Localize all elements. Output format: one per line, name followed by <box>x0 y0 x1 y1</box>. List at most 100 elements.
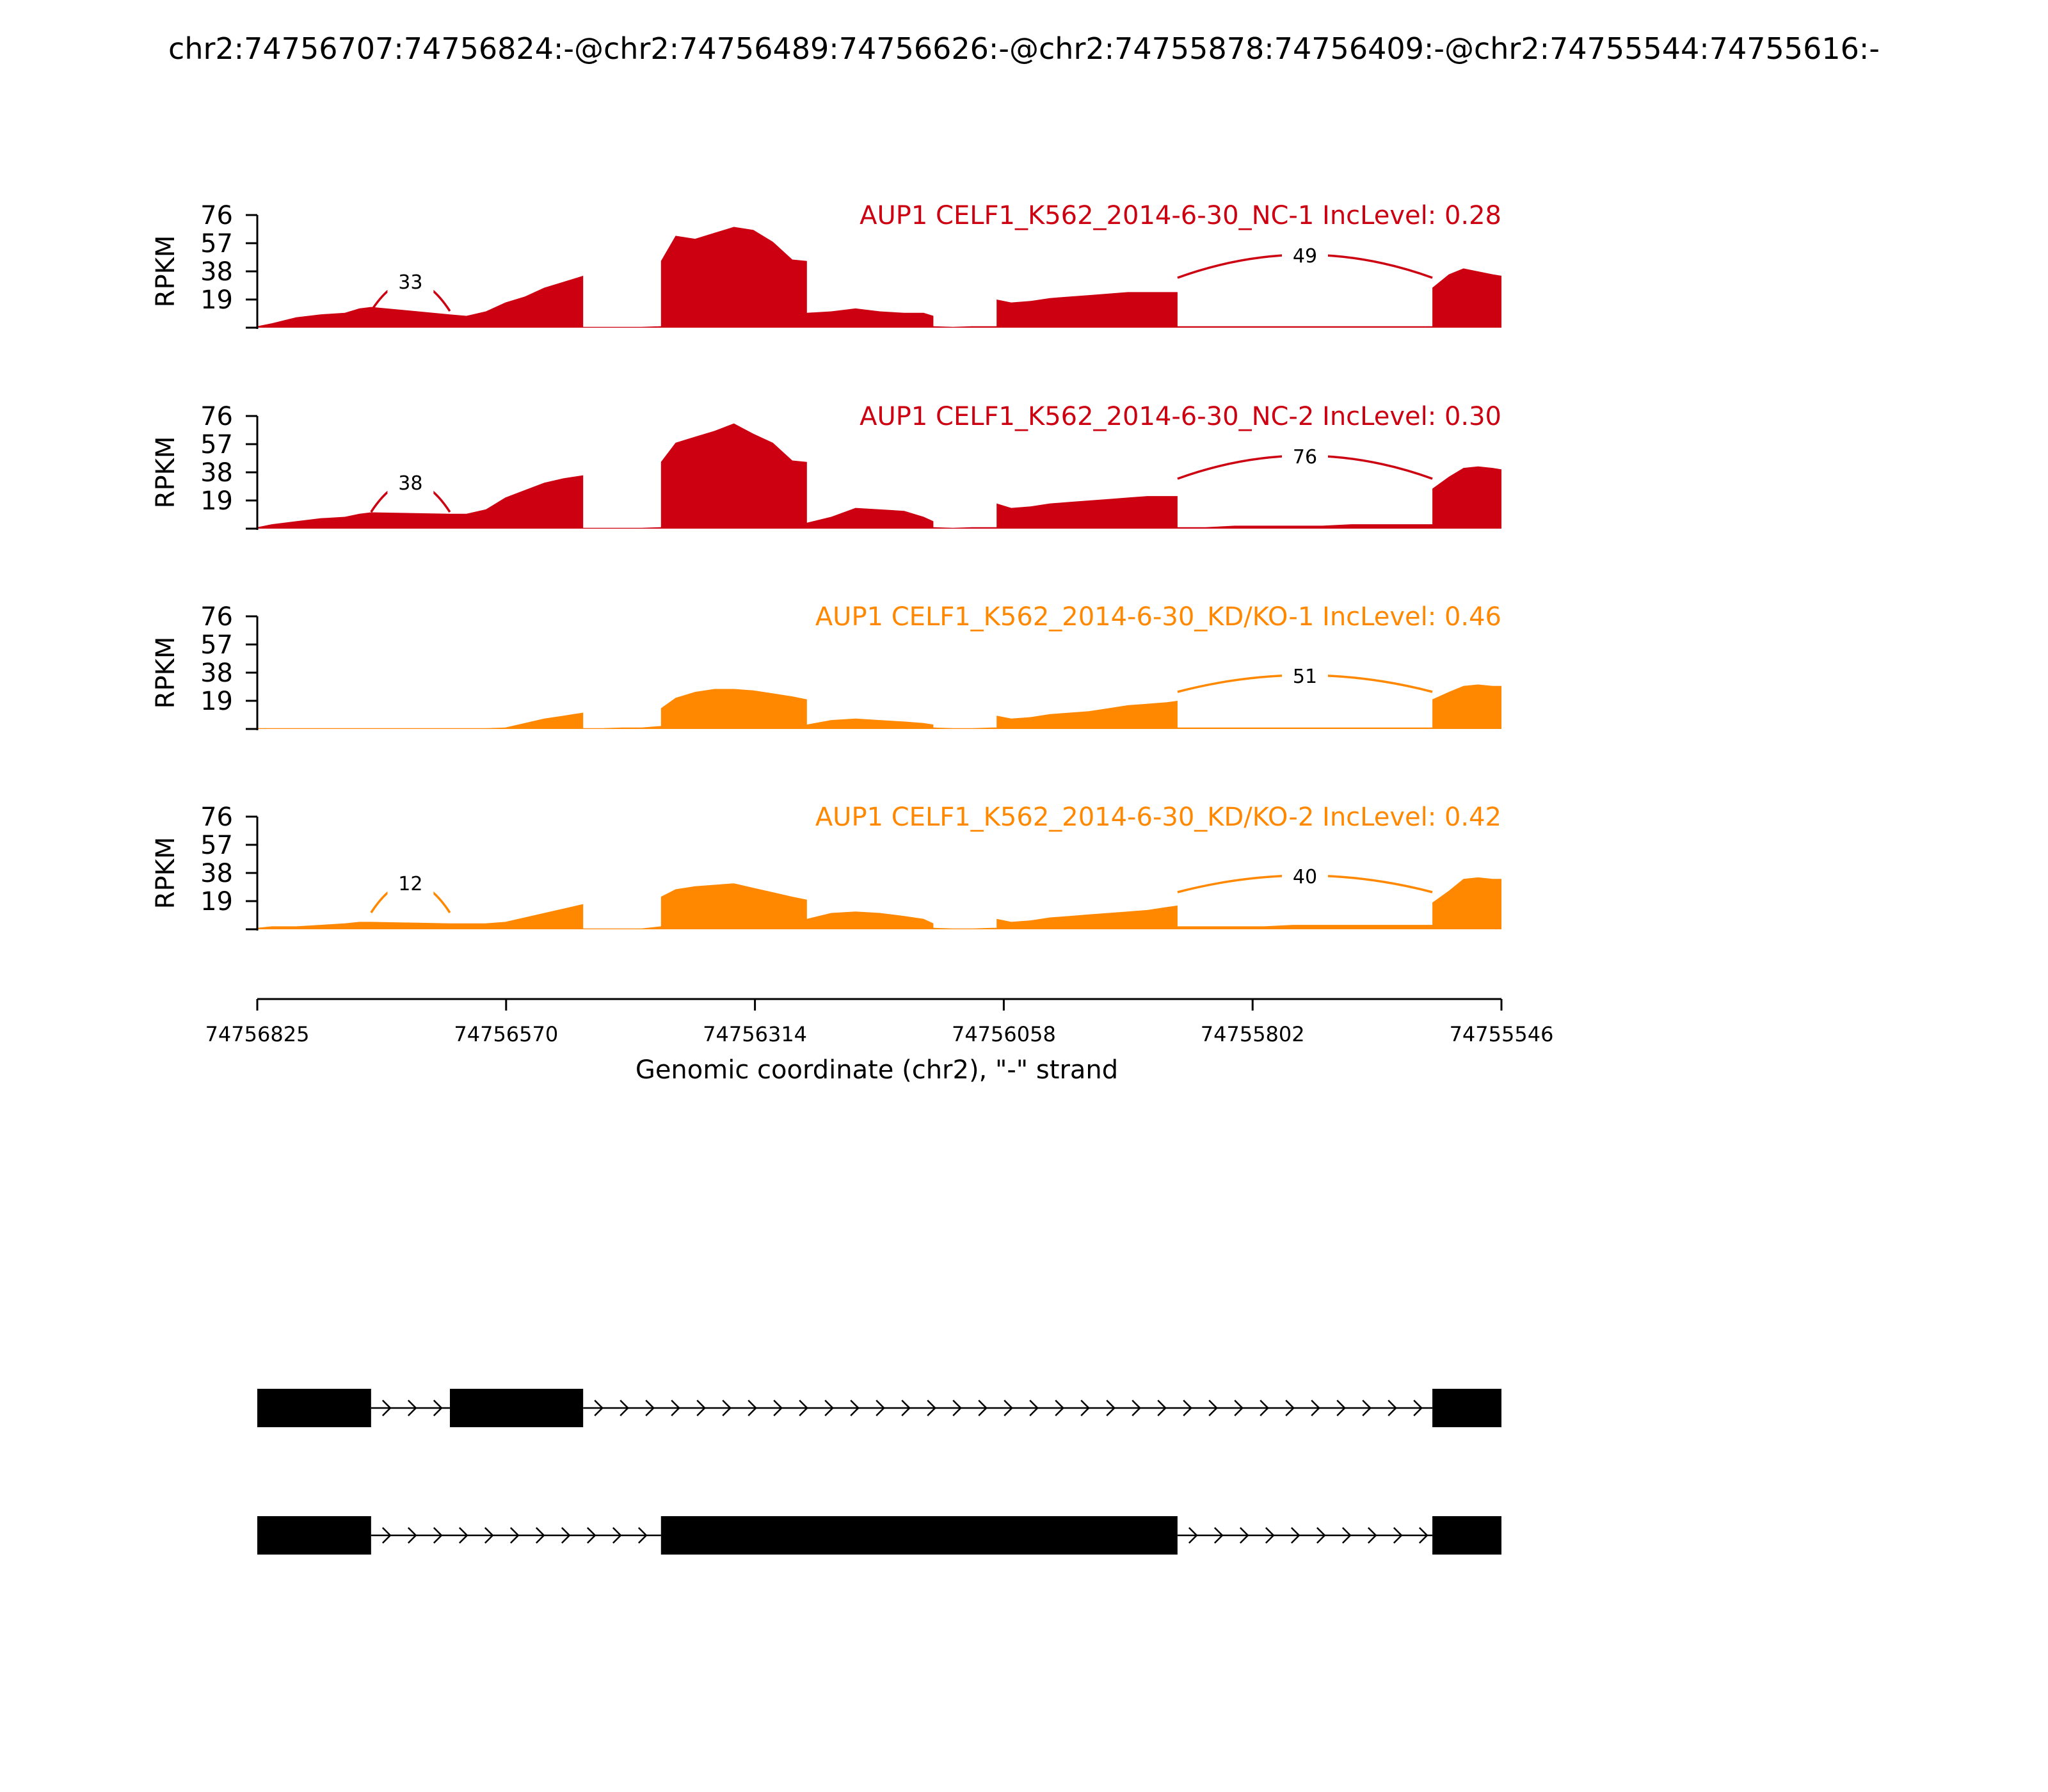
strand-arrow <box>748 1400 757 1416</box>
exon-block <box>257 1389 371 1427</box>
strand-arrow <box>645 1400 655 1416</box>
exon-block <box>449 1389 584 1427</box>
x-axis-label: Genomic coordinate (chr2), "-" strand <box>636 1055 1118 1085</box>
strand-arrow <box>850 1400 860 1416</box>
strand-arrow <box>433 1400 443 1416</box>
coverage-area <box>257 877 1501 929</box>
strand-arrow <box>1418 1527 1428 1544</box>
strand-arrow <box>1316 1527 1326 1544</box>
strand-arrow <box>1239 1527 1249 1544</box>
sample-title: AUP1 CELF1_K562_2014-6-30_KD/KO-2 IncLev… <box>815 803 1501 832</box>
y-axis-label: RPKM <box>151 436 180 509</box>
strand-arrow <box>1265 1527 1275 1544</box>
y-tick-label: 57 <box>200 630 233 660</box>
y-tick-label: 38 <box>200 859 233 888</box>
strand-arrow <box>901 1400 911 1416</box>
strand-arrow <box>1311 1400 1320 1416</box>
strand-arrow <box>407 1527 417 1544</box>
strand-arrow <box>671 1400 680 1416</box>
strand-arrow <box>1183 1400 1192 1416</box>
coverage-area <box>257 227 1501 328</box>
y-tick-label: 76 <box>200 201 233 230</box>
strand-arrow <box>484 1527 494 1544</box>
strand-arrow <box>407 1400 417 1416</box>
coverage-area <box>257 684 1501 729</box>
y-tick-label: 57 <box>200 430 233 460</box>
strand-arrow <box>1341 1527 1352 1544</box>
strand-arrow <box>1336 1400 1346 1416</box>
junction-count: 38 <box>398 472 422 495</box>
y-tick-label: 38 <box>200 659 233 688</box>
y-axis-label: RPKM <box>151 837 180 909</box>
y-tick-label: 19 <box>200 285 233 315</box>
junction-label-bg <box>1281 864 1328 887</box>
y-tick-label: 19 <box>200 486 233 516</box>
strand-arrow <box>637 1527 648 1544</box>
y-axis-label: RPKM <box>151 637 180 709</box>
strand-arrow <box>722 1400 732 1416</box>
y-tick-label: 57 <box>200 831 233 860</box>
junction-label-bg <box>1281 243 1328 266</box>
y-tick-label: 38 <box>200 257 233 287</box>
y-tick-label: 76 <box>200 402 233 431</box>
x-tick-label: 74756825 <box>205 1022 310 1046</box>
y-tick-label: 76 <box>200 803 233 832</box>
strand-arrow <box>1388 1400 1397 1416</box>
strand-arrow <box>927 1400 936 1416</box>
isoform-tracks <box>257 1389 1501 1555</box>
sample-title: AUP1 CELF1_K562_2014-6-30_NC-2 IncLevel:… <box>860 402 1501 431</box>
strand-arrow <box>1393 1527 1403 1544</box>
strand-arrow <box>1004 1400 1013 1416</box>
x-tick-label: 74755546 <box>1450 1022 1554 1046</box>
strand-arrow <box>824 1400 834 1416</box>
strand-arrow <box>535 1527 545 1544</box>
exon-block <box>1432 1516 1501 1555</box>
strand-arrow <box>1157 1400 1167 1416</box>
strand-arrow <box>594 1400 604 1416</box>
strand-arrow <box>433 1527 443 1544</box>
strand-arrow <box>978 1400 988 1416</box>
strand-arrow <box>381 1400 392 1416</box>
strand-arrow <box>952 1400 962 1416</box>
strand-arrow <box>586 1527 596 1544</box>
junction-count: 40 <box>1293 866 1317 888</box>
strand-arrow <box>381 1527 392 1544</box>
strand-arrow <box>1188 1527 1198 1544</box>
junction-count: 76 <box>1293 446 1317 468</box>
junction-label-bg <box>387 269 434 292</box>
y-tick-label: 38 <box>200 458 233 488</box>
y-tick-label: 57 <box>200 229 233 259</box>
junction-count: 33 <box>398 271 422 294</box>
exon-block <box>257 1516 371 1555</box>
strand-arrow <box>1290 1527 1300 1544</box>
strand-arrow <box>1413 1400 1423 1416</box>
strand-arrow <box>1106 1400 1116 1416</box>
isoform-1 <box>257 1389 1501 1427</box>
strand-arrow <box>696 1400 706 1416</box>
y-tick-label: 19 <box>200 887 233 916</box>
strand-arrow <box>620 1400 629 1416</box>
junction-label-bg <box>1281 444 1328 467</box>
plot-title: chr2:74756707:74756824:-@chr2:74756489:7… <box>168 31 1880 66</box>
strand-arrow <box>1029 1400 1039 1416</box>
sample-title: AUP1 CELF1_K562_2014-6-30_KD/KO-1 IncLev… <box>815 602 1501 632</box>
strand-arrow <box>773 1400 783 1416</box>
y-tick-label: 76 <box>200 602 233 632</box>
strand-arrow <box>1208 1400 1218 1416</box>
y-tick-label: 19 <box>200 687 233 716</box>
strand-arrow <box>1213 1527 1224 1544</box>
strand-arrow <box>458 1527 468 1544</box>
strand-arrow <box>1234 1400 1244 1416</box>
x-tick-label: 74756058 <box>952 1022 1056 1046</box>
strand-arrow <box>876 1400 885 1416</box>
junction-label-bg <box>387 470 434 493</box>
strand-arrow <box>799 1400 808 1416</box>
x-tick-label: 74755802 <box>1201 1022 1305 1046</box>
strand-arrow <box>509 1527 520 1544</box>
junction-label-bg <box>1281 664 1328 687</box>
strand-arrow <box>1260 1400 1269 1416</box>
